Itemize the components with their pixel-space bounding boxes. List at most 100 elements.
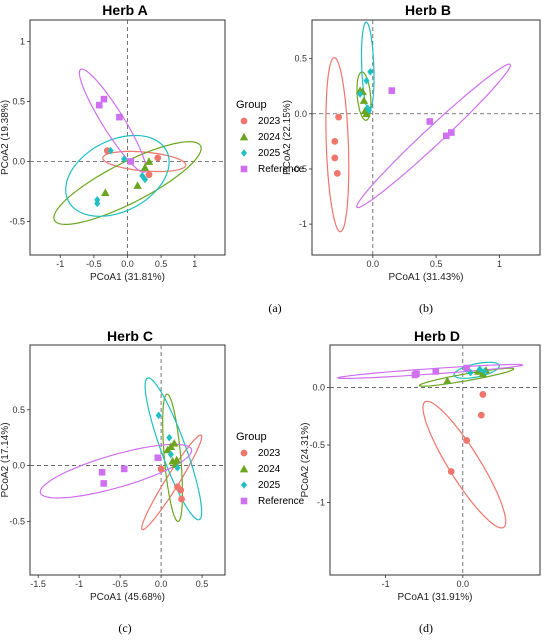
legend-marker-2023	[240, 117, 248, 125]
point-2024-1	[443, 376, 452, 385]
plot-frame	[329, 344, 541, 576]
legend-marker-2023	[240, 449, 248, 457]
panel-4: -1 0.0 -1 -0.5 0.0 Herb D PCoA1 (31.91%) PCoA2 …	[300, 328, 541, 635]
point-2024-3	[170, 439, 179, 447]
point-reference-2	[100, 95, 108, 103]
y-tick-label: -0.5	[309, 440, 325, 450]
chart-title: Herb D	[414, 328, 460, 344]
legend: Group 2023 2024 2025 Reference	[236, 99, 305, 175]
x-tick-label: -1	[75, 579, 83, 589]
chart-title: Herb B	[405, 2, 451, 18]
legend-marker-2024	[239, 464, 249, 473]
x-axis-label: PCoA1 (31.91%)	[397, 592, 472, 603]
point-2024-1	[101, 188, 110, 197]
point-2025-2	[467, 368, 474, 377]
point-reference-4	[463, 364, 470, 372]
point-2023-3	[154, 154, 162, 162]
point-2025-3	[167, 450, 174, 459]
point-reference-4	[154, 454, 162, 462]
point-2023-1	[335, 113, 342, 121]
x-tick-label: -0.5	[112, 579, 128, 589]
plot-frame	[29, 19, 226, 256]
x-axis-label: PCoA1 (31.81%)	[90, 272, 165, 283]
ellipse-reference	[39, 443, 193, 499]
point-2025-1	[155, 411, 162, 420]
point-reference-2	[426, 118, 434, 125]
legend-marker-reference	[240, 497, 248, 505]
ellipse-2025	[360, 21, 375, 111]
panel-caption: (d)	[419, 621, 433, 635]
legend-marker-2025	[240, 481, 248, 489]
x-tick-label: 0.5	[196, 579, 209, 589]
x-axis-label: PCoA1 (45.68%)	[90, 592, 165, 603]
legend-title: Group	[236, 431, 267, 443]
point-reference-3	[432, 368, 440, 375]
ellipse-reference	[356, 63, 512, 209]
point-2024-4	[144, 157, 154, 165]
ellipse-2024	[53, 141, 202, 226]
x-tick-label: -1.5	[30, 579, 46, 589]
y-tick-label: 0.0	[294, 109, 307, 119]
x-tick-label: 0.5	[430, 259, 443, 269]
y-axis-label: PCoA2 (17.14%)	[0, 422, 11, 497]
legend-label-2025: 2025	[258, 148, 281, 159]
point-2024-3	[359, 96, 369, 104]
ellipse-2023	[102, 150, 187, 173]
chart-title: Herb C	[107, 328, 153, 344]
point-2023-1	[157, 465, 165, 473]
y-tick-label: 0.5	[12, 405, 25, 415]
y-tick-label: 1	[20, 37, 25, 47]
legend-label-reference: Reference	[258, 164, 305, 175]
point-reference-1	[388, 87, 396, 94]
y-tick-label: 0.5	[294, 54, 307, 64]
panel-caption: (c)	[118, 621, 131, 635]
x-tick-label: -0.5	[86, 259, 102, 269]
point-2025-2	[94, 196, 101, 204]
point-2023-4	[178, 495, 185, 503]
y-tick-label: -1	[299, 219, 307, 229]
point-2023-3	[477, 411, 485, 419]
point-2023-4	[479, 391, 487, 398]
x-tick-label: 0.5	[155, 259, 168, 269]
legend-label-reference: Reference	[258, 496, 305, 507]
point-2024-2	[133, 181, 142, 189]
legend-label-2025: 2025	[258, 480, 281, 491]
ellipse-2025	[65, 134, 170, 217]
point-2025-5	[365, 106, 373, 115]
y-tick-label: -0.5	[291, 164, 307, 174]
point-2025-6	[141, 175, 149, 184]
point-2025-4	[121, 155, 128, 163]
point-2024-2	[474, 367, 483, 375]
panel-1: -1 -0.5 0.0 0.5 1 -0.5 0.0 0.5 1 Herb A PCoA1 (31.…	[0, 2, 282, 315]
legend-label-2023: 2023	[258, 448, 281, 459]
point-reference-4	[448, 129, 455, 136]
point-reference-4	[127, 158, 135, 165]
ellipse-2024	[418, 367, 515, 387]
x-tick-label: 0.0	[121, 259, 134, 269]
point-2024-5	[362, 109, 371, 118]
y-tick-label: -0.5	[9, 516, 25, 526]
ellipse-2023	[422, 400, 507, 529]
point-reference-3	[120, 465, 128, 473]
point-2024-3	[140, 163, 150, 171]
point-2025-3	[476, 365, 483, 373]
point-2025-1	[357, 90, 364, 98]
chart-title: Herb A	[102, 2, 147, 18]
x-tick-label: -1	[382, 579, 390, 589]
point-2025-4	[481, 367, 488, 376]
point-2023-3	[177, 486, 185, 494]
point-reference-1	[95, 101, 103, 109]
point-2025-3	[367, 68, 374, 76]
point-2025-4	[174, 464, 181, 472]
legend-label-2024: 2024	[258, 464, 281, 475]
panel-caption: (b)	[419, 301, 433, 315]
x-tick-label: -1	[56, 259, 64, 269]
point-2023-2	[145, 171, 153, 179]
point-2023-1	[447, 468, 455, 475]
point-reference-3	[116, 113, 123, 121]
point-reference-3	[442, 132, 450, 140]
legend-marker-2024	[239, 132, 249, 141]
point-reference-2	[100, 480, 108, 487]
ellipse-reference	[78, 68, 147, 173]
